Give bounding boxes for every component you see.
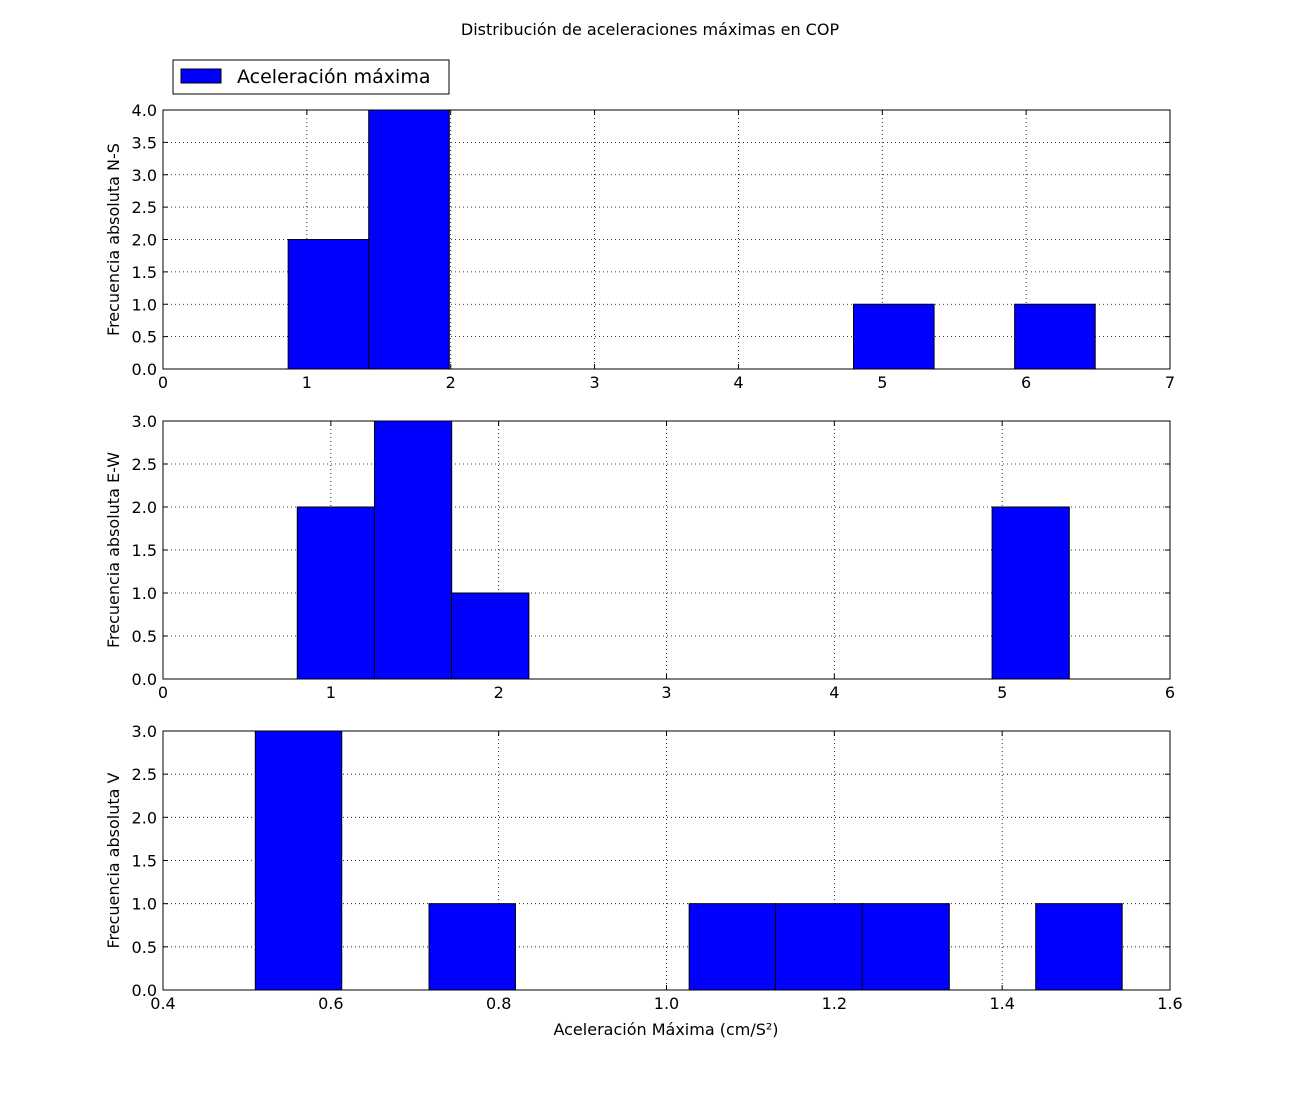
y-tick-label-v: 0.0 — [132, 981, 157, 1000]
y-tick-label-ns: 3.5 — [132, 133, 157, 152]
legend-label: Aceleración máxima — [237, 66, 430, 88]
histogram-bar-v — [1035, 903, 1123, 991]
histogram-bar-ew — [373, 420, 453, 680]
x-tick-label-ew: 2 — [494, 683, 504, 702]
y-tick-label-ns: 0.5 — [132, 328, 157, 347]
histogram-bar-v — [688, 903, 777, 991]
y-tick-label-ew: 0.5 — [132, 627, 157, 646]
subplot-v: 0.4 0.6 0.8 1.0 1.2 1.4 1.6 0.0 0.5 1.0 1.5 2.0 2.5 3… — [104, 722, 1183, 1013]
subplot-ns: 0 1 2 3 4 5 6 7 0.0 0.5 1.0 1.5 2.0 2.5 3.0 3.5 4.0 Frecu… — [104, 101, 1175, 392]
x-tick-label-ew: 4 — [829, 683, 839, 702]
x-tick-label-ns: 3 — [589, 373, 599, 392]
y-axis-label-ew: Frecuencia absoluta E-W — [104, 452, 123, 648]
histogram-bar-v — [254, 730, 343, 991]
x-tick-label-v: 1.4 — [989, 994, 1014, 1013]
x-tick-label-v: 1.0 — [654, 994, 679, 1013]
y-axis-label-ns: Frecuencia absoluta N-S — [104, 143, 123, 336]
y-tick-label-ew: 2.0 — [132, 498, 157, 517]
x-tick-label-ns: 4 — [733, 373, 743, 392]
x-tick-label-ew: 5 — [997, 683, 1007, 702]
axes-frame-ns — [162, 109, 1171, 370]
x-axis-label: Aceleración Máxima (cm/S²) — [553, 1020, 778, 1039]
y-tick-label-v: 3.0 — [132, 722, 157, 741]
y-tick-label-ns: 3.0 — [132, 166, 157, 185]
y-tick-label-ns: 4.0 — [132, 101, 157, 120]
x-tick-label-ew: 1 — [326, 683, 336, 702]
y-tick-label-v: 1.5 — [132, 852, 157, 871]
histogram-bar-v — [428, 903, 516, 991]
x-tick-label-ns: 6 — [1021, 373, 1031, 392]
y-tick-label-ew: 3.0 — [132, 412, 157, 431]
x-tick-label-v: 1.2 — [822, 994, 847, 1013]
histogram-bar-v — [775, 903, 863, 991]
y-tick-label-ew: 2.5 — [132, 455, 157, 474]
x-tick-label-ns: 5 — [877, 373, 887, 392]
y-tick-label-ns: 2.0 — [132, 231, 157, 250]
histogram-bar-v — [861, 903, 950, 991]
axes-frame-ew — [162, 420, 1171, 680]
histogram-bar-ns — [853, 303, 935, 370]
x-tick-label-ns: 1 — [302, 373, 312, 392]
y-axis-label-v: Frecuencia absoluta V — [104, 772, 123, 948]
x-tick-label-v: 0.8 — [486, 994, 511, 1013]
histogram-bar-ns — [368, 109, 450, 370]
x-tick-label-v: 1.6 — [1157, 994, 1182, 1013]
legend-swatch — [180, 68, 222, 84]
histogram-bar-ns — [1014, 303, 1096, 370]
histogram-bar-ew — [451, 592, 530, 680]
x-tick-label-v: 0.4 — [150, 994, 175, 1013]
x-tick-label-ns: 7 — [1165, 373, 1175, 392]
y-tick-label-v: 2.0 — [132, 808, 157, 827]
subplot-ew: 0 1 2 3 4 5 6 0.0 0.5 1.0 1.5 2.0 2.5 3.0 Frecuencia a… — [104, 412, 1175, 702]
axes-frame-v — [162, 730, 1171, 991]
x-tick-label-ns: 0 — [158, 373, 168, 392]
y-tick-label-ew: 1.5 — [132, 541, 157, 560]
x-tick-label-v: 0.6 — [318, 994, 343, 1013]
histogram-bar-ew — [991, 506, 1070, 680]
y-tick-label-ns: 1.0 — [132, 295, 157, 314]
y-tick-label-v: 2.5 — [132, 765, 157, 784]
y-tick-label-ns: 0.0 — [132, 360, 157, 379]
y-tick-label-v: 0.5 — [132, 938, 157, 957]
y-tick-label-ew: 1.0 — [132, 584, 157, 603]
histogram-bar-ew — [296, 506, 375, 680]
x-tick-label-ns: 2 — [446, 373, 456, 392]
y-tick-label-v: 1.0 — [132, 895, 157, 914]
y-tick-label-ns: 1.5 — [132, 263, 157, 282]
x-tick-label-ew: 3 — [661, 683, 671, 702]
y-tick-label-ew: 0.0 — [132, 670, 157, 689]
x-tick-label-ew: 6 — [1165, 683, 1175, 702]
x-tick-label-ew: 0 — [158, 683, 168, 702]
legend: Aceleración máxima — [172, 59, 450, 95]
y-tick-label-ns: 2.5 — [132, 198, 157, 217]
figure-title: Distribución de aceleraciones máximas en… — [461, 20, 840, 39]
histogram-bar-ns — [287, 239, 370, 370]
